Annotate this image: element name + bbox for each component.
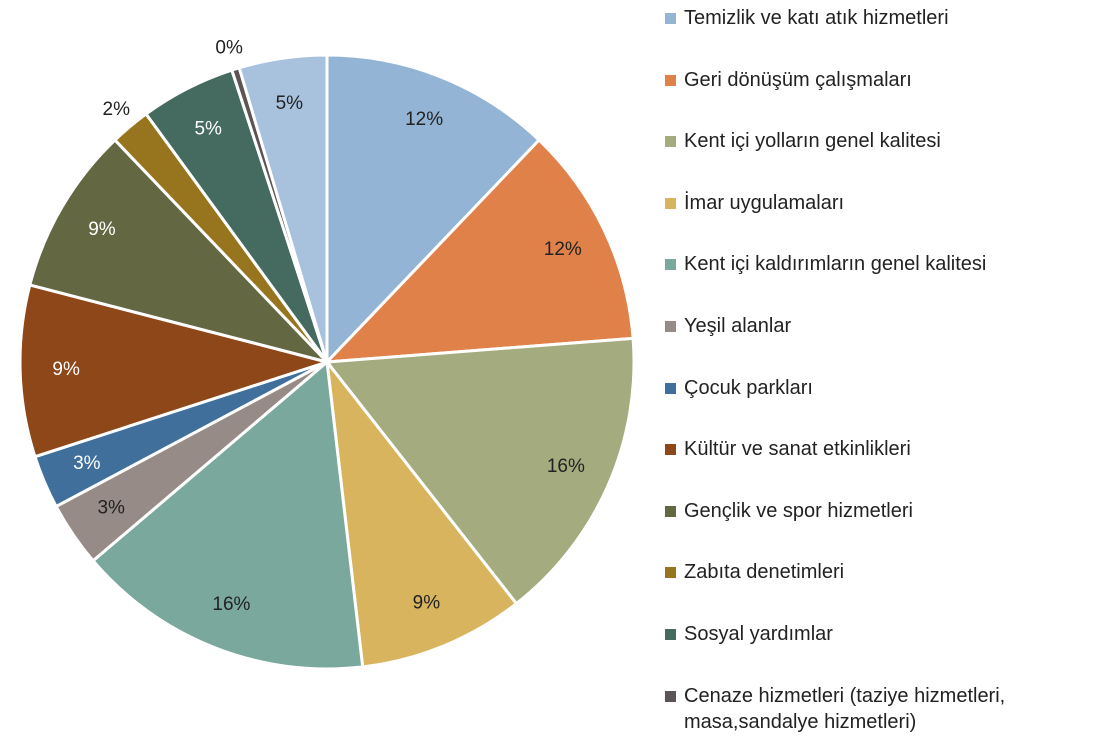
legend-swatch <box>665 74 676 86</box>
data-label: 16% <box>547 456 585 477</box>
legend-label: Zabıta denetimleri <box>684 561 845 584</box>
pie-slice <box>27 137 332 365</box>
data-label: 9% <box>413 592 441 613</box>
data-label: 12% <box>405 109 443 130</box>
data-label: 5% <box>276 93 304 114</box>
legend-item: Kent içi yolların genel kalitesi <box>665 128 1085 154</box>
data-label: 3% <box>73 453 101 474</box>
legend-label: Geri dönüşüm çalışmaları <box>684 68 912 91</box>
legend-item: Yeşil alanlar <box>665 313 1085 339</box>
legend-swatch <box>665 259 676 271</box>
legend-swatch <box>665 690 676 702</box>
data-label: 5% <box>194 119 222 140</box>
legend-label: İmar uygulamaları <box>684 191 845 214</box>
legend-swatch <box>665 629 676 640</box>
legend-item: Sosyal yardımlar <box>665 621 1085 647</box>
legend-swatch <box>665 13 676 24</box>
legend-swatch <box>665 567 676 579</box>
legend-label: Temizlik ve katı atık hizmetleri <box>684 7 949 29</box>
pie-slice <box>325 53 542 366</box>
legend-item: Çocuk parkları <box>665 375 1085 401</box>
legend-swatch <box>665 197 676 209</box>
pie-slice <box>323 137 635 364</box>
pie-slice <box>324 356 519 669</box>
legend-swatch <box>665 382 676 394</box>
legend-item: Kültür ve sanat etkinlikleri <box>665 436 1085 462</box>
data-label: 0% <box>215 37 243 58</box>
legend-label: Cenaze hizmetleri (taziye hizmetleri, ma… <box>684 684 1006 733</box>
legend-item: Kent içi kaldırımların genel kalitesi <box>665 251 1085 277</box>
legend-swatch <box>665 444 676 456</box>
legend-item: Temizlik ve katı atık hizmetleri <box>665 5 1085 31</box>
pie-chart: 12% 12% 16% 9% 16% 3% 3% 9% 9% 2% 5% 0% 5% <box>18 37 636 671</box>
legend-item: Zabıta denetimleri <box>665 559 1085 585</box>
pie-slice <box>237 53 329 363</box>
data-label: 12% <box>544 239 582 260</box>
pie-slice <box>324 336 636 606</box>
pie-slice <box>18 283 333 459</box>
data-label: 16% <box>212 594 250 615</box>
data-label: 3% <box>97 498 125 519</box>
legend-swatch <box>665 321 676 332</box>
data-label: 9% <box>52 359 80 380</box>
legend-label: Yeşil alanlar <box>684 315 792 337</box>
legend-item: İmar uygulamaları <box>665 190 1085 216</box>
legend-label: Gençlik ve spor hizmetleri <box>684 499 913 522</box>
legend-label: Kent içi yolların genel kalitesi <box>684 130 941 153</box>
legend-item: Gençlik ve spor hizmetleri <box>665 498 1085 524</box>
data-label: 2% <box>103 99 131 120</box>
legend-label: Sosyal yardımlar <box>684 623 833 645</box>
legend-label: Kent içi kaldırımların genel kalitesi <box>684 253 987 276</box>
legend-swatch <box>665 505 676 517</box>
pie-slice <box>90 359 365 671</box>
legend-swatch <box>665 136 676 148</box>
legend-label: Çocuk parkları <box>684 376 813 399</box>
legend-item: Geri dönüşüm çalışmaları <box>665 67 1085 93</box>
legend-label: Kültür ve sanat etkinlikleri <box>684 438 911 461</box>
legend-item: Cenaze hizmetleri (taziye hizmetleri, ma… <box>665 683 1085 735</box>
data-label: 9% <box>88 219 116 240</box>
